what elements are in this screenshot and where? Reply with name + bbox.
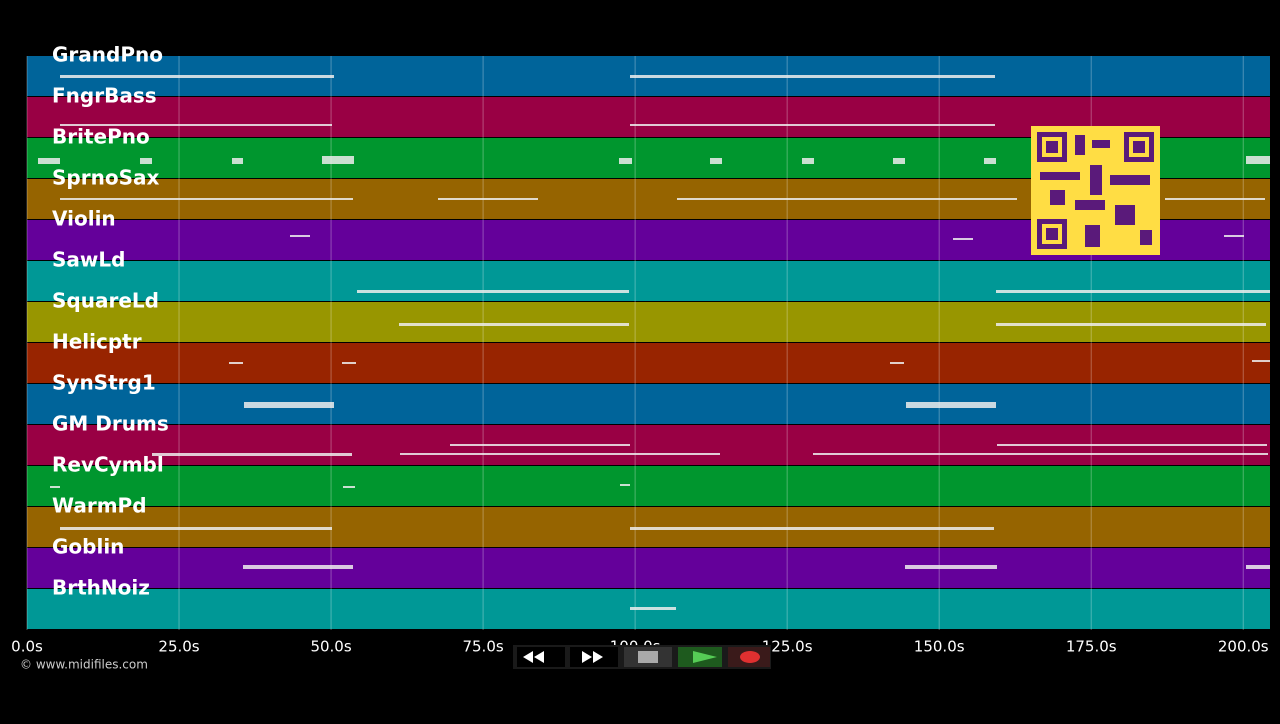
track-name: GrandPno: [52, 43, 163, 67]
track-name: RevCymbl: [52, 453, 164, 477]
track-row: [27, 466, 1270, 506]
track-name: Violin: [52, 207, 116, 231]
track-name: SprnoSax: [52, 166, 159, 190]
track-name: SawLd: [52, 248, 125, 272]
track-name: Helicptr: [52, 330, 142, 354]
track-row: [27, 302, 1270, 342]
tick-label: 0.0s: [11, 638, 43, 656]
track-name: GM Drums: [52, 412, 169, 436]
track-name: BritePno: [52, 125, 150, 149]
rewind-button[interactable]: [517, 647, 565, 667]
track-row: [27, 343, 1270, 383]
track-names: GrandPno FngrBass BritePno SprnoSax Violin Sa…: [52, 43, 169, 600]
notes: [38, 75, 1270, 610]
track-name: SynStrg1: [52, 371, 156, 395]
transport: [513, 645, 771, 669]
tick-label: 75.0s: [462, 638, 503, 656]
tick-label: 50.0s: [310, 638, 351, 656]
track-name: WarmPd: [52, 494, 147, 518]
track-row: [27, 384, 1270, 424]
track-row: [27, 548, 1270, 588]
track-row: [27, 261, 1270, 301]
tick-label: 125.0s: [762, 638, 813, 656]
qr-code: [1031, 126, 1160, 255]
record-button[interactable]: [728, 647, 770, 667]
tick-label: 150.0s: [914, 638, 965, 656]
watermark: © www.midifiles.com: [20, 658, 148, 672]
track-name: SquareLd: [52, 289, 159, 313]
tick-label: 175.0s: [1066, 638, 1117, 656]
stop-button[interactable]: [624, 647, 672, 667]
forward-button[interactable]: [570, 647, 618, 667]
tick-label: 25.0s: [158, 638, 199, 656]
track-name: BrthNoiz: [52, 576, 150, 600]
track-name: Goblin: [52, 535, 124, 559]
play-button[interactable]: [678, 647, 722, 667]
tick-label: 200.0s: [1218, 638, 1269, 656]
track-name: FngrBass: [52, 84, 157, 108]
grid: [26, 56, 1244, 630]
